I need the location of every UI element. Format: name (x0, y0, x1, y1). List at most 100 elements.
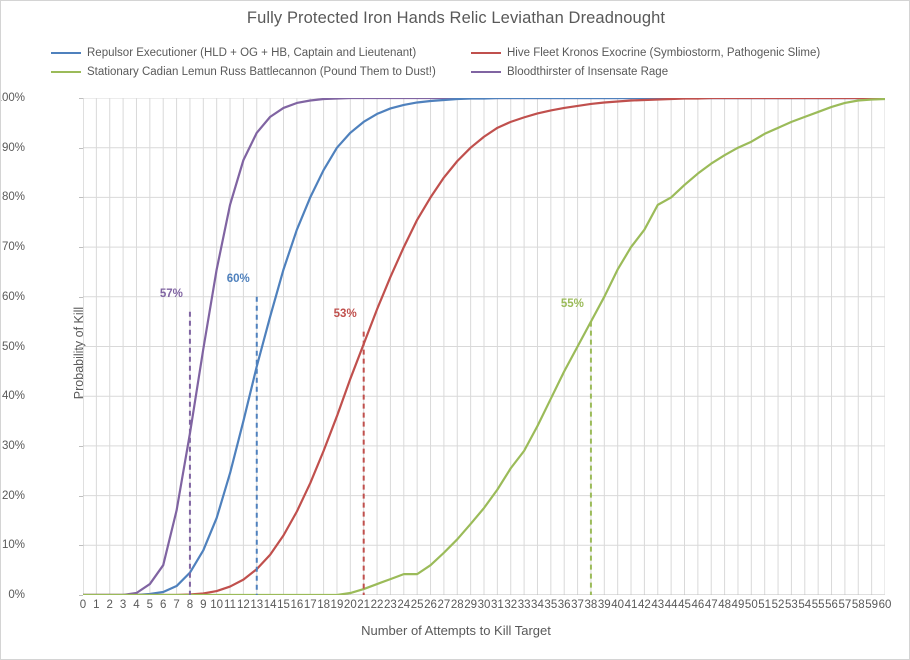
series-line-1 (83, 98, 885, 595)
annotation-label-2: 53% (333, 307, 357, 320)
x-tick-label: 9 (200, 599, 207, 611)
y-tick-mark (79, 147, 83, 149)
legend-row: Stationary Cadian Lemun Russ Battlecanno… (51, 62, 871, 81)
x-tick-label: 51 (758, 599, 772, 611)
y-tick-label: 10% (1, 539, 25, 552)
x-tick-label: 43 (651, 599, 665, 611)
x-tick-label: 15 (277, 599, 290, 611)
y-tick-label: 0% (8, 589, 25, 601)
x-tick-label: 50 (744, 599, 758, 611)
y-tick-mark (79, 445, 83, 447)
x-tick-label: 0 (79, 599, 87, 611)
y-tick-mark (79, 346, 83, 348)
x-tick-label: 25 (410, 599, 424, 611)
x-tick-label: 46 (691, 599, 705, 611)
y-tick-mark (79, 545, 83, 547)
x-tick-label: 18 (317, 599, 330, 611)
x-tick-label: 20 (343, 599, 357, 611)
x-tick-label: 53 (785, 599, 798, 611)
y-tick-mark (79, 396, 83, 398)
x-tick-label: 41 (624, 599, 638, 611)
y-tick-mark (79, 247, 83, 249)
x-tick-label: 24 (397, 599, 411, 611)
y-tick-label: 80% (1, 191, 25, 204)
legend-entry-3[interactable]: Bloodthirster of Insensate Rage (471, 66, 668, 78)
x-tick-label: 21 (357, 599, 371, 611)
annotation-label-0: 57% (159, 287, 183, 300)
legend-swatch-2 (51, 70, 81, 73)
x-tick-label: 8 (186, 599, 194, 611)
x-tick-label: 57 (838, 599, 852, 611)
x-tick-label: 14 (263, 599, 277, 611)
x-tick-label: 19 (330, 599, 344, 611)
y-tick-label: 50% (1, 340, 25, 353)
legend-row: Repulsor Executioner (HLD + OG + HB, Cap… (51, 43, 871, 62)
x-tick-label: 31 (490, 599, 504, 611)
x-tick-label: 49 (731, 599, 745, 611)
legend-entry-2[interactable]: Stationary Cadian Lemun Russ Battlecanno… (51, 66, 471, 78)
y-tick-label: 20% (1, 489, 25, 502)
x-tick-label: 60 (878, 599, 892, 611)
x-tick-label: 1 (93, 599, 100, 611)
x-axis-title: Number of Attempts to Kill Target (361, 623, 551, 638)
x-tick-label: 27 (437, 599, 451, 611)
x-tick-label: 33 (517, 599, 531, 611)
plot-svg (83, 98, 885, 595)
chart-title: Fully Protected Iron Hands Relic Leviath… (246, 9, 666, 27)
legend-swatch-3 (471, 70, 501, 73)
y-tick-label: 30% (1, 439, 25, 452)
y-tick-mark (79, 495, 83, 497)
series-line-2 (83, 98, 885, 595)
x-tick-label: 35 (544, 599, 558, 611)
x-tick-label: 23 (384, 599, 397, 611)
legend-label-1: Hive Fleet Kronos Exocrine (Symbiostorm,… (507, 46, 821, 59)
x-tick-label: 17 (303, 599, 317, 611)
x-tick-label: 48 (718, 599, 731, 611)
legend-swatch-1 (471, 51, 501, 54)
x-tick-label: 5 (146, 599, 154, 611)
x-tick-label: 42 (637, 599, 651, 611)
y-tick-label: 70% (1, 241, 25, 254)
annotation-label-3: 55% (560, 297, 584, 310)
x-tick-label: 58 (851, 599, 865, 611)
series-line-3 (83, 98, 885, 595)
x-tick-label: 12 (236, 599, 250, 611)
x-tick-label: 38 (584, 599, 598, 611)
legend-entry-0[interactable]: Repulsor Executioner (HLD + OG + HB, Cap… (51, 47, 471, 59)
legend-entry-1[interactable]: Hive Fleet Kronos Exocrine (Symbiostorm,… (471, 47, 820, 59)
x-tick-label: 40 (611, 599, 625, 611)
y-tick-label: 60% (1, 290, 25, 303)
x-tick-label: 52 (771, 599, 785, 611)
x-tick-label: 6 (159, 599, 167, 611)
x-tick-label: 13 (250, 599, 264, 611)
x-tick-label: 37 (571, 599, 584, 611)
x-tick-label: 7 (173, 599, 180, 611)
x-tick-label: 2 (106, 599, 113, 611)
legend-label-2: Stationary Cadian Lemun Russ Battlecanno… (87, 65, 436, 78)
y-tick-label: 40% (1, 390, 25, 403)
annotation-label-1: 60% (226, 272, 250, 285)
plot-area (83, 98, 885, 595)
x-tick-label: 55 (811, 599, 825, 611)
x-tick-label: 59 (865, 599, 879, 611)
x-tick-label: 44 (664, 599, 678, 611)
y-tick-mark (79, 197, 83, 199)
legend-label-0: Repulsor Executioner (HLD + OG + HB, Cap… (87, 46, 417, 59)
x-tick-label: 54 (798, 599, 812, 611)
x-tick-label: 45 (678, 599, 691, 611)
x-tick-label: 22 (370, 599, 384, 611)
x-tick-label: 36 (557, 599, 571, 611)
legend-swatch-0 (51, 51, 81, 54)
x-tick-label: 28 (450, 599, 464, 611)
y-tick-mark (79, 296, 83, 298)
x-tick-label: 30 (477, 599, 491, 611)
y-tick-label: 90% (1, 141, 25, 154)
series-line-0 (83, 98, 885, 595)
y-tick-mark (79, 595, 83, 596)
x-tick-label: 56 (825, 599, 838, 611)
x-tick-label: 4 (133, 599, 140, 611)
x-tick-label: 16 (290, 599, 304, 611)
x-tick-label: 11 (224, 599, 237, 611)
x-tick-label: 3 (119, 599, 127, 611)
